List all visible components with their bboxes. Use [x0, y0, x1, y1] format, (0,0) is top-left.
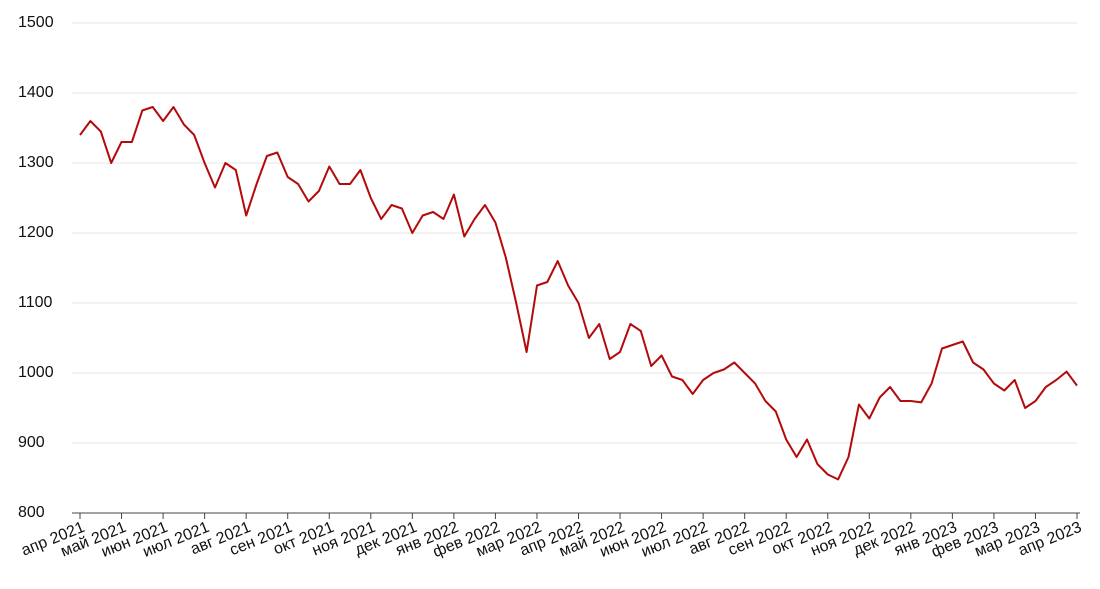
line — [79, 106, 1078, 481]
y-tick-label: 1200 — [18, 224, 54, 241]
y-tick-label: 1400 — [18, 84, 54, 101]
y-tick-label: 800 — [18, 504, 45, 521]
y-tick-label: 1000 — [18, 364, 54, 381]
y-tick-label: 1100 — [18, 294, 53, 311]
y-tick-label: 1500 — [18, 14, 54, 31]
y-tick-label: 1300 — [18, 154, 54, 171]
y-tick-label: 900 — [18, 434, 45, 451]
